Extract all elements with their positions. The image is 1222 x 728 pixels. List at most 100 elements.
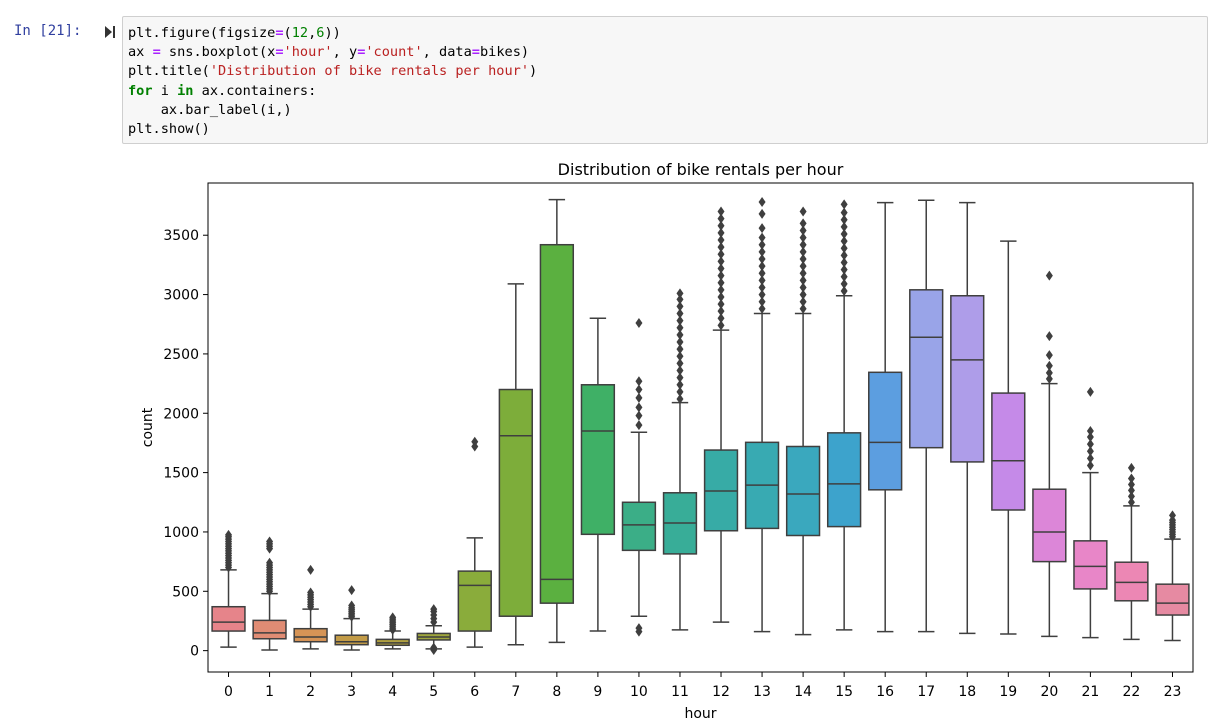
- outlier-point: [635, 318, 643, 329]
- code-token: =: [275, 44, 284, 61]
- box-hour-21: [1073, 386, 1108, 639]
- box-hour-19: [991, 240, 1026, 635]
- code-token: bikes): [479, 44, 530, 61]
- box-hour-15: [826, 199, 862, 631]
- x-tick-label: 11: [671, 684, 689, 700]
- code-cell-editor[interactable]: plt.figure(figsize=(12,6)) ax = sns.boxp…: [122, 16, 1208, 144]
- outlier-point: [717, 256, 725, 267]
- code-token: ax.containers:: [193, 82, 317, 99]
- outlier-point: [1086, 460, 1094, 471]
- x-tick-label: 15: [835, 684, 853, 700]
- outlier-point: [471, 436, 479, 447]
- outlier-point: [1086, 431, 1094, 442]
- code-token: =: [471, 44, 480, 61]
- outlier-point: [676, 301, 684, 312]
- iqr-box: [1114, 561, 1149, 602]
- box-hour-8: [539, 198, 575, 644]
- x-tick-label: 0: [224, 684, 233, 700]
- iqr-box: [909, 289, 944, 449]
- iqr-box: [991, 392, 1026, 511]
- x-tick-label: 4: [388, 684, 397, 700]
- outlier-point: [676, 344, 684, 355]
- box-hour-17: [909, 199, 944, 633]
- outlier-point: [1127, 485, 1135, 496]
- outlier-point: [1086, 386, 1094, 397]
- outlier-point: [676, 315, 684, 326]
- code-token: , data: [422, 44, 472, 61]
- outlier-point: [840, 264, 848, 275]
- box-hour-13: [744, 196, 780, 633]
- input-prompt: In [21]:: [14, 23, 82, 39]
- code-token: ,: [308, 25, 317, 41]
- run-cell-icon[interactable]: [104, 25, 116, 39]
- outlier-point: [676, 386, 684, 397]
- outlier-point: [1127, 491, 1135, 502]
- code-token: =: [357, 44, 366, 61]
- x-tick-label: 9: [593, 684, 602, 700]
- outlier-point: [676, 379, 684, 390]
- x-tick-label: 7: [511, 684, 520, 700]
- code-token: 'count': [365, 44, 423, 61]
- outlier-point: [717, 227, 725, 238]
- box-hour-18: [950, 201, 985, 635]
- outlier-point: [266, 536, 274, 547]
- outlier-point: [307, 587, 315, 598]
- code-token: , y: [332, 44, 358, 61]
- outlier-point: [758, 253, 766, 264]
- outlier-point: [430, 604, 438, 615]
- outlier-point: [1127, 497, 1135, 508]
- outlier-point: [1086, 426, 1094, 437]
- y-tick-label: 1500: [163, 466, 199, 482]
- chart-title: Distribution of bike rentals per hour: [558, 160, 844, 179]
- outlier-point: [717, 320, 725, 331]
- x-tick-label: 13: [753, 684, 771, 700]
- code-token: in: [177, 82, 194, 99]
- outlier-point: [676, 322, 684, 333]
- outlier-point: [758, 196, 766, 207]
- outlier-point: [758, 282, 766, 293]
- outlier-point: [758, 208, 766, 219]
- outlier-point: [758, 246, 766, 257]
- outlier-point: [717, 306, 725, 317]
- outlier-point: [1045, 331, 1053, 342]
- outlier-point: [717, 213, 725, 224]
- outlier-point: [758, 296, 766, 307]
- code-token: plt.figure(figsize: [128, 25, 276, 41]
- iqr-box: [334, 634, 369, 646]
- box-hour-14: [785, 206, 821, 636]
- outlier-point: [840, 257, 848, 268]
- plot-frame: [207, 182, 1194, 673]
- outlier-point: [717, 313, 725, 324]
- box-hour-7: [498, 283, 533, 646]
- outlier-point: [717, 249, 725, 260]
- outlier-point: [840, 250, 848, 261]
- code-line: ax = sns.boxplot(x='hour', y='count', da…: [128, 44, 529, 60]
- outlier-point: [1045, 367, 1053, 378]
- x-tick-label: 12: [712, 684, 730, 700]
- x-tick-label: 19: [999, 684, 1017, 700]
- iqr-box: [252, 619, 287, 640]
- code-token: 6: [316, 25, 325, 41]
- y-tick-label: 3500: [163, 228, 199, 244]
- code-editor-text[interactable]: plt.figure(figsize=(12,6)) ax = sns.boxp…: [123, 17, 1207, 146]
- outlier-point: [1127, 473, 1135, 484]
- outlier-point: [430, 642, 438, 653]
- iqr-box: [211, 605, 246, 632]
- x-tick-label: 20: [1040, 684, 1058, 700]
- outlier-point: [717, 234, 725, 245]
- code-token: ax: [128, 44, 153, 61]
- outlier-point: [717, 206, 725, 217]
- outlier-point: [635, 420, 643, 431]
- outlier-point: [840, 207, 848, 218]
- outlier-point: [1045, 270, 1053, 281]
- y-tick-label: 500: [172, 584, 199, 600]
- x-tick-label: 21: [1081, 684, 1099, 700]
- outlier-point: [717, 263, 725, 274]
- outlier-point: [799, 275, 807, 286]
- outlier-point: [676, 365, 684, 376]
- x-tick-label: 17: [917, 684, 935, 700]
- outlier-point: [840, 229, 848, 240]
- outlier-point: [676, 294, 684, 305]
- outlier-point: [676, 308, 684, 319]
- outlier-point: [348, 600, 356, 611]
